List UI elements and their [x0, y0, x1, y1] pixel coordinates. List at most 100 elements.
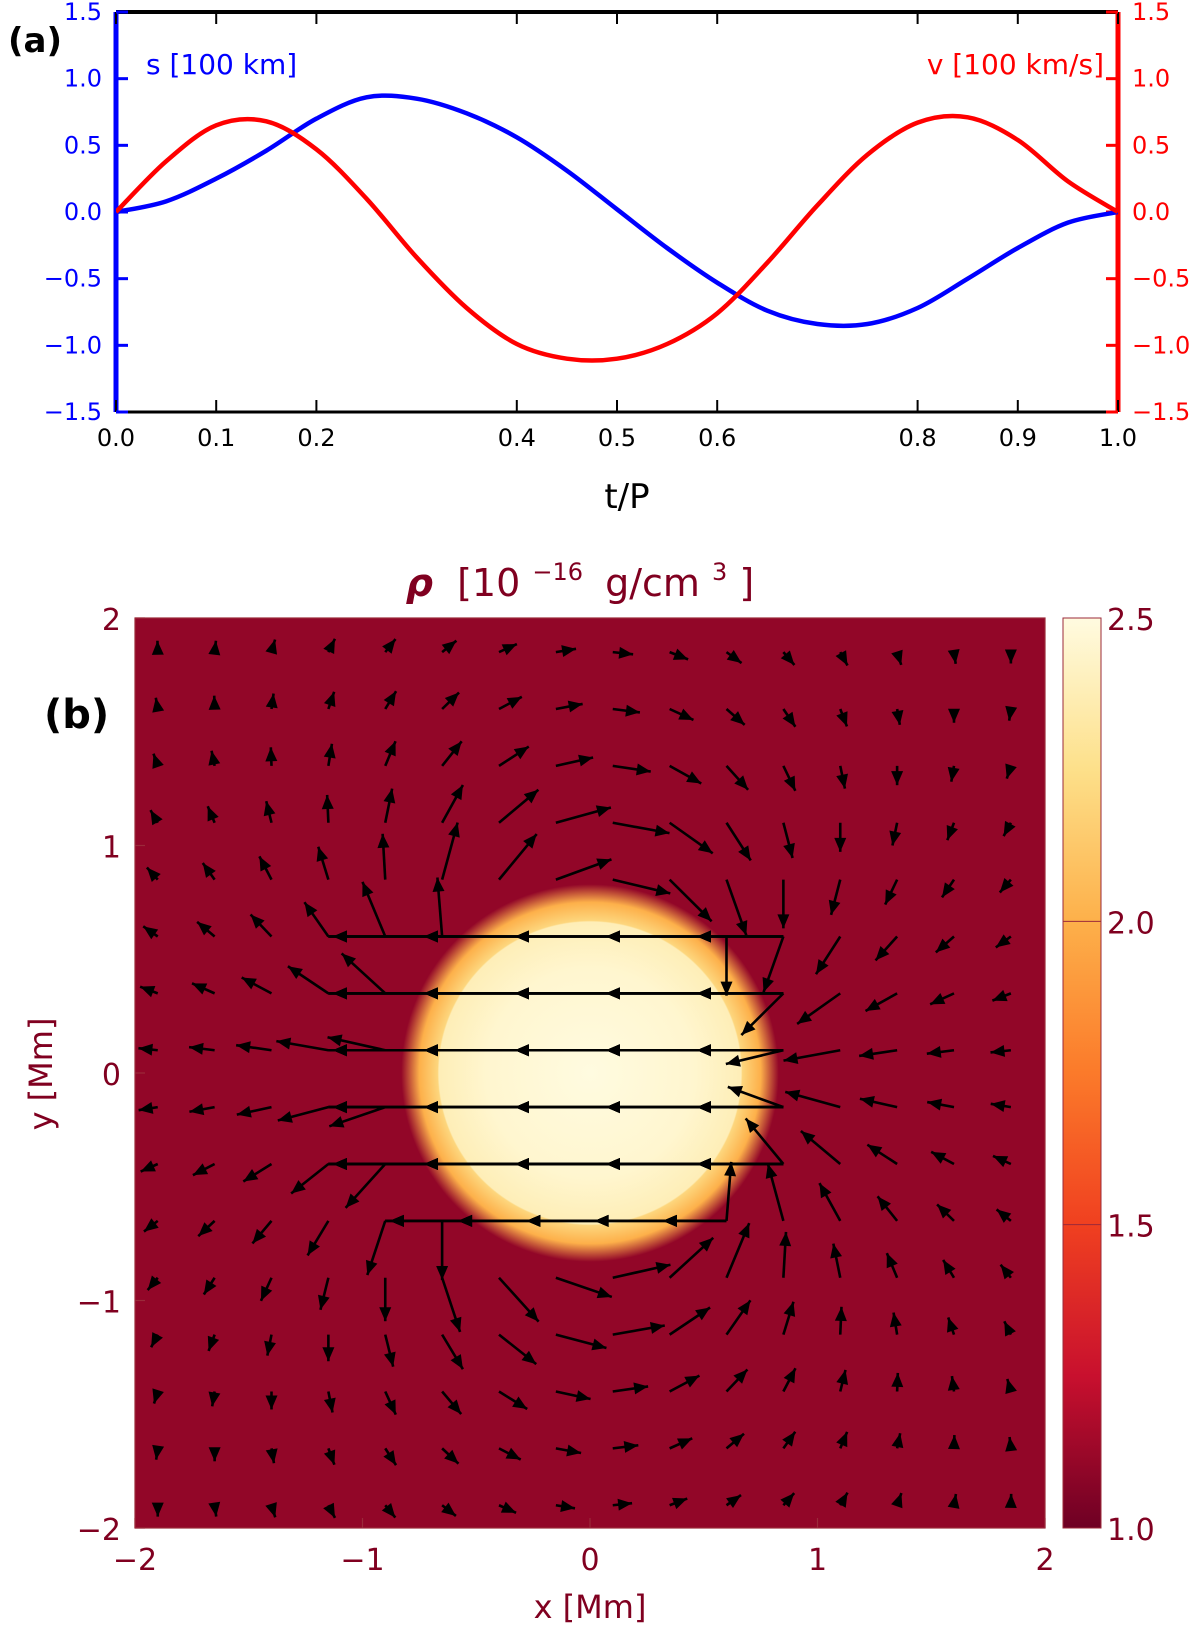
arrowhead [737, 1300, 751, 1316]
y-tick-label-left: 1.0 [64, 65, 102, 93]
x-tick-label: 0.9 [999, 424, 1037, 452]
arrowhead [636, 763, 651, 776]
arrowhead [836, 1369, 849, 1385]
arrowhead [724, 1161, 737, 1177]
arrowhead [432, 877, 445, 892]
arrowhead [322, 1347, 335, 1362]
arrowhead [696, 1101, 711, 1114]
colorbar-tick-label: 2.5 [1107, 603, 1155, 638]
title-close: ] [739, 561, 754, 605]
arrowhead [605, 1101, 620, 1114]
arrowhead [143, 1218, 159, 1232]
density-blob [401, 884, 779, 1262]
y-tick-label-right: 1.0 [1132, 65, 1170, 93]
arrowhead [943, 1259, 956, 1275]
arrowhead [800, 1131, 816, 1145]
arrowhead [779, 1231, 792, 1247]
arrowhead [324, 691, 336, 707]
x-tick-label: 2 [1035, 1543, 1054, 1578]
arrowhead [696, 987, 711, 1000]
arrowhead [594, 1214, 609, 1227]
arrowhead [208, 1447, 221, 1462]
arrowhead [672, 648, 689, 660]
arrowhead [891, 710, 904, 725]
arrowhead [501, 644, 517, 656]
arrowhead [1000, 1264, 1014, 1280]
arrowhead [321, 794, 334, 810]
arrowhead [930, 993, 946, 1005]
arrowhead [633, 1382, 649, 1395]
x-tick-label: 0.4 [498, 424, 536, 452]
arrowhead [264, 1340, 276, 1356]
y-tick-label: 2 [102, 603, 121, 638]
arrowhead [323, 1449, 336, 1465]
y-tick-label: −1 [77, 1286, 121, 1321]
arrowhead [931, 1151, 947, 1164]
arrowhead [436, 1266, 449, 1281]
arrowhead [444, 1449, 459, 1464]
legend-s: s [100 km] [146, 48, 297, 81]
arrowhead [265, 1502, 277, 1518]
arrowhead [444, 692, 460, 707]
arrowhead [730, 711, 745, 725]
arrowhead [316, 846, 329, 862]
arrowhead [947, 766, 960, 782]
arrowhead [927, 1098, 943, 1111]
arrowhead [514, 1101, 529, 1114]
arrowhead [725, 1054, 741, 1067]
arrowhead [891, 649, 903, 665]
arrowhead [506, 696, 522, 709]
arrowhead [323, 1397, 336, 1413]
arrowhead [697, 840, 713, 854]
colorbar-tick-label: 2.0 [1107, 906, 1155, 941]
arrowhead [867, 1144, 883, 1158]
arrowhead [514, 1158, 529, 1170]
arrowhead [208, 1391, 221, 1407]
arrowhead [265, 1395, 278, 1410]
arrowhead [649, 1322, 665, 1334]
y-tick-label-left: 1.5 [64, 0, 102, 26]
y-tick-label-right: 0.0 [1132, 198, 1170, 226]
y-tick-label-left: −1.5 [44, 398, 102, 426]
arrowhead [265, 693, 278, 709]
arrowhead [575, 1390, 591, 1402]
arrowhead [655, 1261, 671, 1274]
arrowhead [605, 1158, 620, 1170]
x-tick-label: −2 [113, 1543, 157, 1578]
arrowhead [323, 638, 335, 655]
arrowhead [889, 830, 902, 846]
panel-a: (a) 0.0 0.1 0.2 0.4 0.5 0.6 0.8 0.9 1.0 −1.5 −1.0… [8, 0, 1190, 517]
arrowhead [990, 1044, 1006, 1057]
arrowhead [332, 1044, 347, 1057]
arrowhead [332, 1101, 347, 1114]
arrowhead [523, 834, 537, 849]
arrowhead [596, 858, 612, 870]
arrowhead [783, 1052, 799, 1065]
x-tick-label: 1.0 [1099, 424, 1137, 452]
arrowhead [332, 930, 347, 943]
panel-b-y-axis-label: y [Mm] [22, 1018, 60, 1131]
colorbar: 1.0 1.5 2.0 2.5 [1062, 603, 1155, 1548]
arrowhead [780, 650, 795, 666]
y-tick-label-right: 1.5 [1132, 0, 1170, 26]
arrowhead [733, 1369, 748, 1384]
panel-b-x-ticks: −2 −1 0 1 2 [113, 1518, 1055, 1578]
arrowhead [151, 1502, 164, 1517]
arrowhead [323, 743, 336, 759]
arrowhead [523, 789, 539, 804]
arrowhead [741, 1020, 756, 1036]
arrowhead [935, 938, 951, 953]
x-tick-label: 0.8 [899, 424, 937, 452]
arrowhead [207, 1335, 220, 1351]
arrowhead [138, 1043, 153, 1056]
arrowhead [797, 1010, 813, 1024]
arrowhead [317, 1294, 330, 1310]
arrowhead [1005, 763, 1017, 779]
colorbar-ticks: 1.0 1.5 2.0 2.5 [1063, 603, 1155, 1548]
arrowhead [560, 1500, 576, 1513]
arrowhead [735, 920, 748, 936]
arrowhead [147, 1275, 162, 1291]
arrowhead [448, 822, 460, 838]
arrowhead [947, 1494, 960, 1509]
arrowhead [745, 1118, 760, 1134]
